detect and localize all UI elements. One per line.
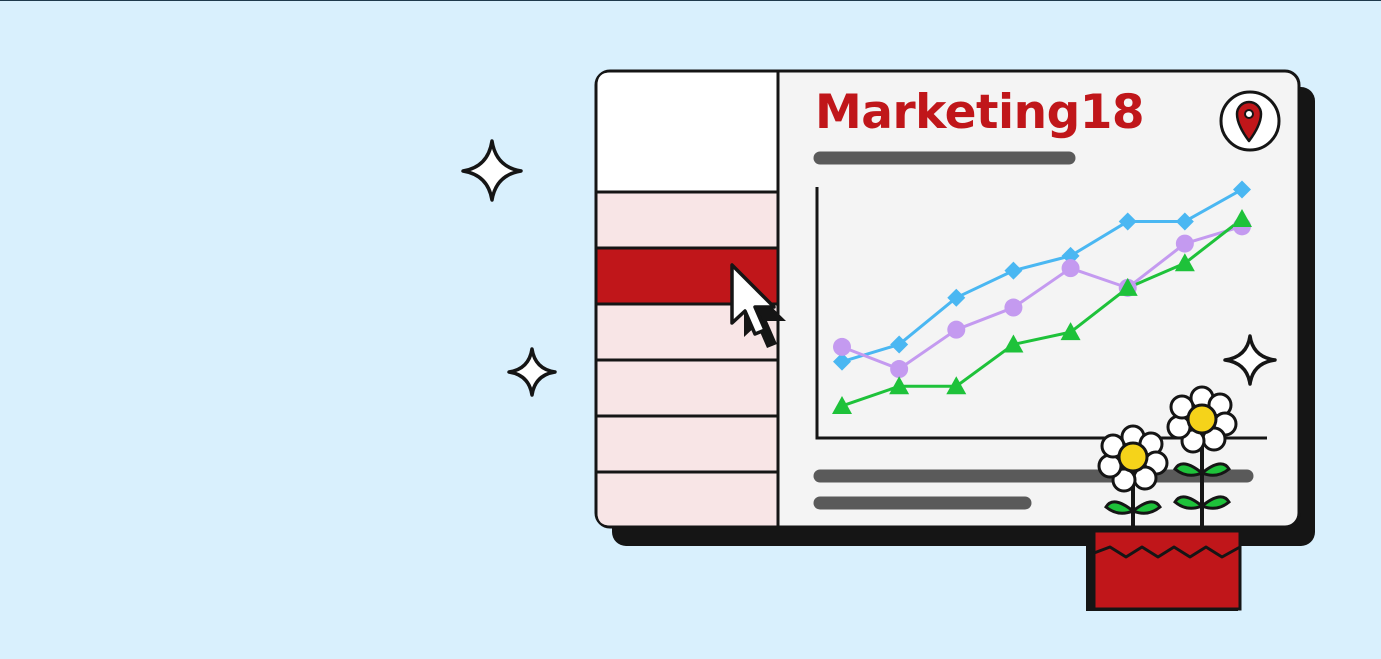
series-2-point bbox=[1175, 234, 1194, 253]
series-2-point bbox=[1004, 298, 1023, 317]
line-chart bbox=[832, 180, 1252, 414]
series-3-line bbox=[841, 217, 1243, 408]
series-3-point bbox=[946, 376, 967, 395]
sparkle-icon bbox=[507, 347, 557, 397]
series-3-point bbox=[1232, 208, 1252, 227]
app-window bbox=[594, 69, 1301, 529]
sidebar-row[interactable] bbox=[597, 416, 779, 472]
sidebar-row[interactable] bbox=[597, 360, 779, 416]
series-1-point bbox=[833, 352, 851, 371]
series-3-point bbox=[1003, 334, 1024, 353]
sidebar bbox=[597, 72, 780, 526]
map-pin-icon[interactable] bbox=[1219, 90, 1281, 152]
sidebar-row[interactable] bbox=[597, 472, 779, 526]
series-1-point bbox=[947, 288, 966, 307]
series-1-point bbox=[1175, 212, 1194, 231]
series-1-point bbox=[890, 335, 909, 354]
series-3-point bbox=[1117, 277, 1138, 296]
sparkle-icon bbox=[461, 139, 523, 202]
series-1-line bbox=[841, 188, 1243, 364]
series-2-point bbox=[833, 337, 851, 356]
daisy-flower-icon bbox=[1166, 385, 1238, 533]
series-3-point bbox=[1060, 322, 1081, 341]
series-2-line bbox=[841, 224, 1243, 371]
page-title: Marketing18 bbox=[815, 85, 1145, 140]
series-3-point bbox=[1174, 253, 1195, 272]
series-1-point bbox=[1233, 180, 1251, 199]
series-3-point bbox=[832, 395, 852, 414]
daisy-flower-icon bbox=[1097, 424, 1169, 533]
series-2-point bbox=[890, 360, 909, 379]
series-1-point bbox=[1118, 212, 1137, 231]
flower-pot bbox=[1086, 529, 1242, 611]
sidebar-row[interactable] bbox=[597, 192, 779, 248]
series-2-point bbox=[947, 320, 966, 339]
sparkle-icon bbox=[1223, 334, 1277, 386]
series-1-point bbox=[1004, 261, 1023, 280]
series-3-point bbox=[889, 376, 910, 395]
mouse-pointer-icon bbox=[730, 263, 786, 348]
series-2-point bbox=[1061, 259, 1080, 278]
series-1-point bbox=[1061, 246, 1080, 265]
